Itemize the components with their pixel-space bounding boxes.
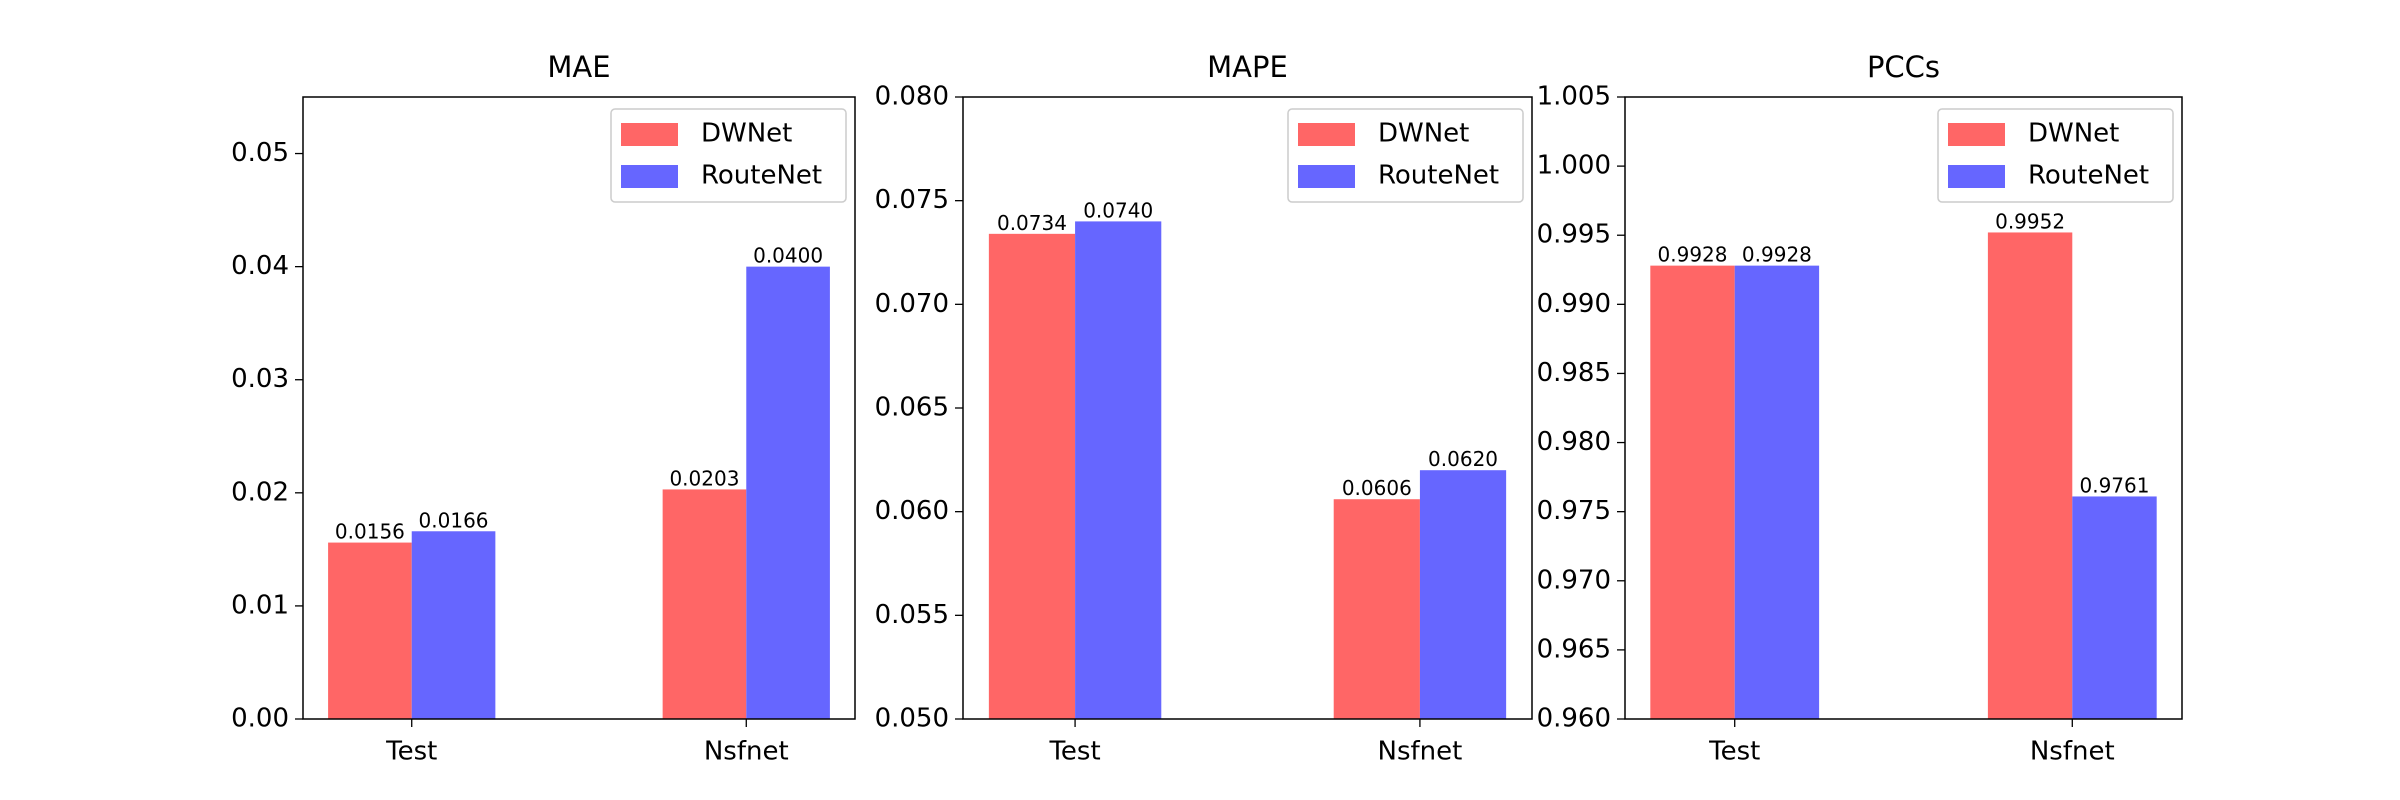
bar	[1419, 470, 1507, 719]
legend-swatch	[621, 123, 678, 146]
legend-swatch	[1298, 165, 1355, 188]
y-tick-label: 0.070	[875, 289, 949, 319]
x-tick-label: Nsfnet	[704, 737, 789, 767]
legend-swatch	[1948, 165, 2005, 188]
legend-swatch	[1948, 123, 2005, 146]
bar	[1987, 232, 2073, 720]
y-tick-label: 0.975	[1537, 496, 1611, 526]
y-tick-label: 0.03	[231, 364, 289, 394]
bar	[746, 266, 830, 719]
value-label: 0.0620	[1428, 447, 1498, 471]
value-label: 0.9928	[1658, 243, 1728, 267]
x-tick-label: Nsfnet	[1378, 737, 1463, 767]
bar	[1333, 499, 1420, 719]
legend-swatch	[621, 165, 678, 188]
legend-label: RouteNet	[701, 161, 822, 191]
subplot-title: PCCs	[1867, 50, 1940, 84]
value-label: 0.9952	[1995, 209, 2065, 233]
value-label: 0.0606	[1342, 476, 1412, 500]
y-tick-label: 0.05	[231, 138, 289, 168]
value-label: 0.0740	[1083, 198, 1153, 222]
y-tick-label: 0.060	[875, 496, 949, 526]
subplot-title: MAPE	[1207, 50, 1288, 84]
legend-label: RouteNet	[2028, 161, 2149, 191]
value-label: 0.9761	[2079, 473, 2149, 497]
bar	[1075, 221, 1162, 719]
value-label: 0.9928	[1742, 243, 1812, 267]
legend-label: DWNet	[701, 119, 792, 149]
y-tick-label: 0.985	[1537, 358, 1611, 388]
y-tick-label: 0.970	[1537, 565, 1611, 595]
axes-frame	[302, 96, 856, 720]
value-label: 0.0734	[997, 211, 1067, 235]
y-tick-label: 0.055	[875, 600, 949, 630]
subplot-title: MAE	[547, 50, 610, 84]
bar	[411, 531, 496, 719]
legend-label: DWNet	[1378, 119, 1469, 149]
y-tick-label: 0.02	[231, 477, 289, 507]
legend-label: DWNet	[2028, 119, 2119, 149]
y-tick-label: 0.080	[875, 82, 949, 112]
value-label: 0.0166	[419, 508, 489, 532]
y-tick-label: 0.980	[1537, 427, 1611, 457]
y-tick-label: 1.000	[1537, 151, 1611, 181]
legend-label: RouteNet	[1378, 161, 1499, 191]
legend-swatch	[1298, 123, 1355, 146]
x-tick-label: Test	[1708, 737, 1760, 767]
y-tick-label: 0.965	[1537, 634, 1611, 664]
y-tick-label: 0.00	[231, 704, 289, 734]
x-tick-label: Test	[385, 737, 437, 767]
value-label: 0.0203	[669, 466, 739, 490]
x-tick-label: Test	[1048, 737, 1100, 767]
y-tick-label: 0.04	[231, 251, 289, 281]
x-tick-label: Nsfnet	[2030, 737, 2115, 767]
value-label: 0.0400	[753, 244, 823, 268]
y-tick-label: 0.065	[875, 393, 949, 423]
bar	[1650, 265, 1735, 719]
axes-frame	[962, 96, 1533, 720]
bar	[988, 233, 1076, 719]
y-tick-label: 0.050	[875, 704, 949, 734]
y-tick-label: 0.995	[1537, 220, 1611, 250]
bar	[2072, 496, 2157, 719]
axes-frame	[1624, 96, 2183, 720]
y-tick-label: 0.960	[1537, 704, 1611, 734]
bar	[662, 489, 747, 719]
y-tick-label: 0.990	[1537, 289, 1611, 319]
y-tick-label: 0.01	[231, 590, 289, 620]
y-tick-label: 0.075	[875, 185, 949, 215]
bar	[328, 542, 412, 719]
value-label: 0.0156	[335, 520, 405, 544]
y-tick-label: 1.005	[1537, 82, 1611, 112]
bar	[1734, 265, 1820, 719]
